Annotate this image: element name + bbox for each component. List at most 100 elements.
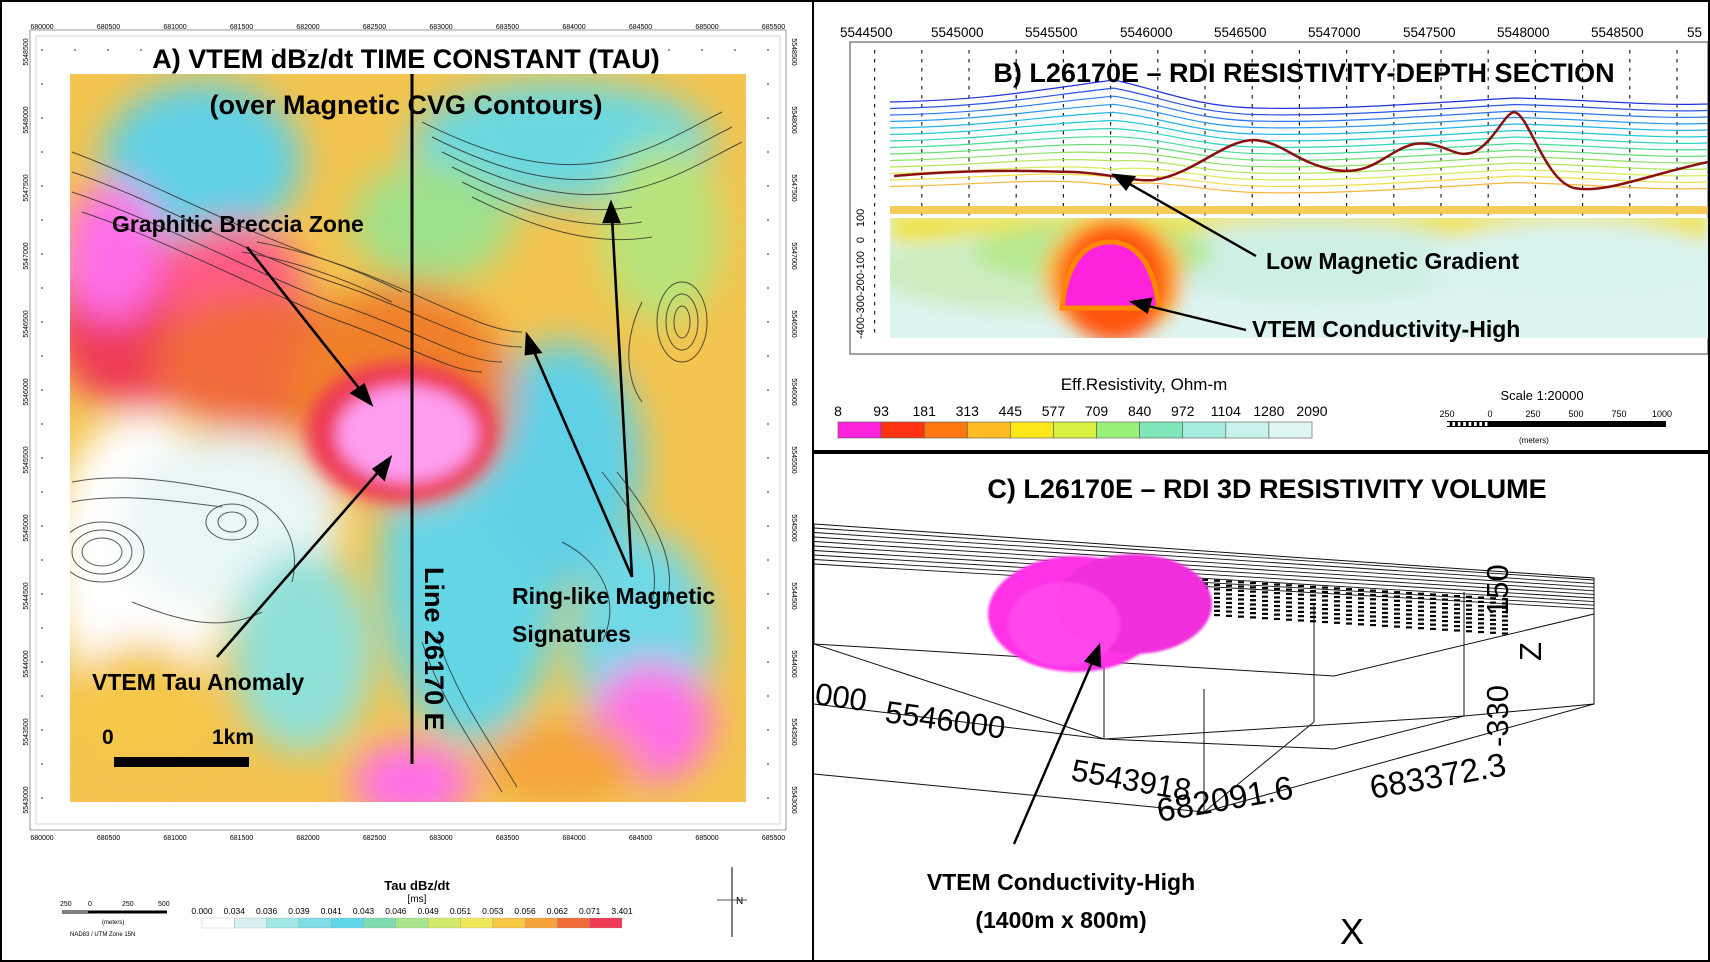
northing-tick-label: 5544500 xyxy=(23,582,30,609)
section-scale-tick: 0 xyxy=(1487,409,1492,419)
resistivity-legend-swatch xyxy=(880,421,925,439)
section-x-tick: 5548500 xyxy=(1591,25,1644,40)
section-y-tick: -300 xyxy=(855,295,867,317)
tau-legend-swatch xyxy=(557,917,590,929)
resistivity-legend-value: 93 xyxy=(873,403,889,419)
tau-legend-swatch xyxy=(201,917,235,929)
north-arrow: N xyxy=(717,867,747,937)
section-x-tick: 55 xyxy=(1687,25,1702,40)
easting-tick-labels-top: 680000 680500 681000 681500 682000 682500 6830… xyxy=(30,24,785,31)
z-axis-label: Z xyxy=(1513,642,1548,661)
conductor-anomaly xyxy=(1059,239,1162,311)
easting-tick-label: 681500 xyxy=(230,24,253,31)
conductor-body xyxy=(988,554,1212,672)
easting-tick-label: 680500 xyxy=(97,24,120,31)
easting-tick-label: 680000 xyxy=(30,835,53,842)
resistivity-legend-swatch xyxy=(1225,421,1270,439)
northing-tick-label: 5544500 xyxy=(790,582,797,609)
northing-tick-labels-left: 5548500 5548000 5547500 5547000 5546500 55460… xyxy=(23,38,30,813)
tau-legend-swatch xyxy=(428,917,461,929)
resistivity-legend-swatch xyxy=(1053,421,1097,439)
resistivity-legend-value: 181 xyxy=(913,403,937,419)
tau-colour-map xyxy=(70,74,746,802)
section-x-tick: 5545500 xyxy=(1025,25,1078,40)
magnetic-profile xyxy=(893,110,1708,191)
north-label-left: 000 xyxy=(814,676,869,718)
section-y-tick-labels: 100 0 -100-200-300-400 xyxy=(855,209,867,339)
panel-c-title: C) L26170E – RDI 3D RESISTIVITY VOLUME xyxy=(987,474,1546,504)
tau-legend-value: 0.039 xyxy=(288,906,310,916)
tau-legend-swatch xyxy=(589,917,623,929)
tau-legend-swatch xyxy=(395,917,429,929)
panel-b-arrows xyxy=(1111,173,1257,332)
resistivity-legend-value: 1104 xyxy=(1211,403,1241,419)
svg-text:250: 250 xyxy=(122,901,134,908)
easting-tick-label: 681500 xyxy=(230,835,253,842)
section-x-tick: 5546000 xyxy=(1120,25,1173,40)
tau-legend-value: 0.046 xyxy=(385,906,407,916)
northing-tick-label: 5548000 xyxy=(23,106,30,133)
tau-legend-swatch xyxy=(460,917,493,929)
easting-tick-labels-bottom: 680000 680500 681000 681500 682000 682500 6830… xyxy=(30,835,785,842)
resistivity-legend-swatch xyxy=(966,421,1011,439)
resistivity-legend-swatch xyxy=(1268,421,1313,439)
easting-tick-label: 683500 xyxy=(496,24,519,31)
svg-text:(meters): (meters) xyxy=(102,920,124,926)
north-label-5546000: 5546000 xyxy=(883,694,1007,745)
section-scale-bar: 250 0 250 500 750 1000 xyxy=(1439,409,1672,427)
panel-c-svg: C) L26170E – RDI 3D RESISTIVITY VOLUME xyxy=(814,474,1595,952)
northing-tick-label: 5545000 xyxy=(23,514,30,541)
resistivity-legend-swatch xyxy=(923,421,968,439)
easting-tick-label: 684000 xyxy=(562,24,585,31)
section-scale-tick: 250 xyxy=(1439,409,1454,419)
section-x-tick: 5547500 xyxy=(1403,25,1456,40)
resistivity-legend-value: 709 xyxy=(1085,403,1109,419)
resistivity-legend-swatch xyxy=(1010,421,1054,439)
label-vtem-tau-anomaly: VTEM Tau Anomaly xyxy=(92,669,304,695)
panel-b-title: B) L26170E – RDI RESISTIVITY-DEPTH SECTI… xyxy=(993,58,1614,88)
tau-legend-value: 3.401 xyxy=(611,906,633,916)
panel-b-svg: 5544500 5545000 5545500 5546000 5546500 55470… xyxy=(834,25,1708,445)
scale-1km: 1km xyxy=(212,726,254,749)
tau-legend-value: 0.000 xyxy=(191,906,213,916)
section-scale-tick: 1000 xyxy=(1652,409,1672,419)
easting-tick-label: 685500 xyxy=(762,835,785,842)
tau-legend-swatch xyxy=(524,917,558,929)
resistivity-legend-value: 2090 xyxy=(1296,403,1327,419)
northing-tick-label: 5545500 xyxy=(790,446,797,473)
northing-tick-label: 5545500 xyxy=(23,446,30,473)
x-axis-label: X xyxy=(1340,911,1364,952)
z-label-minus-330: -330 xyxy=(1480,685,1515,747)
tau-legend-swatch xyxy=(298,917,332,929)
panel-a-tau-map: 680000 680500 681000 681500 682000 682500 6830… xyxy=(0,0,814,962)
northing-tick-label: 5545000 xyxy=(790,514,797,541)
panel-a-arrows xyxy=(216,199,634,658)
tau-legend-unit: [ms] xyxy=(408,894,427,905)
tau-legend-swatch xyxy=(234,917,267,929)
northing-tick-label: 5544000 xyxy=(23,650,30,677)
tau-legend-value: 0.053 xyxy=(482,906,504,916)
northing-tick-label: 5548500 xyxy=(790,38,797,65)
section-x-tick: 5547000 xyxy=(1308,25,1361,40)
easting-tick-label: 681000 xyxy=(163,835,186,842)
tau-legend-swatch xyxy=(331,917,364,929)
section-y-tick: 100 xyxy=(855,209,867,227)
svg-text:500: 500 xyxy=(158,901,170,908)
resistivity-legend-swatch xyxy=(1182,421,1227,439)
section-x-tick: 5548000 xyxy=(1497,25,1550,40)
svg-text:NAD83 / UTM Zone 15N: NAD83 / UTM Zone 15N xyxy=(70,932,135,938)
northing-tick-label: 5547500 xyxy=(790,174,797,201)
tau-legend-value: 0.043 xyxy=(353,906,375,916)
section-x-tick-labels: 5544500 5545000 5545500 5546000 5546500 55470… xyxy=(840,25,1702,40)
tau-legend-title: Tau dBz/dt xyxy=(384,878,450,893)
z-label-150: 150 xyxy=(1480,564,1515,616)
tau-legend-value: 0.034 xyxy=(224,906,246,916)
east-label-683372: 683372.3 xyxy=(1367,746,1509,806)
resistivity-legend-value: 1280 xyxy=(1253,403,1284,419)
magnetic-contours xyxy=(70,111,743,793)
easting-tick-label: 682000 xyxy=(296,24,319,31)
northing-tick-label: 5543500 xyxy=(23,718,30,745)
northing-tick-label: 5547000 xyxy=(23,242,30,269)
resistivity-legend-swatch xyxy=(837,421,882,439)
tau-legend-value: 0.049 xyxy=(418,906,440,916)
